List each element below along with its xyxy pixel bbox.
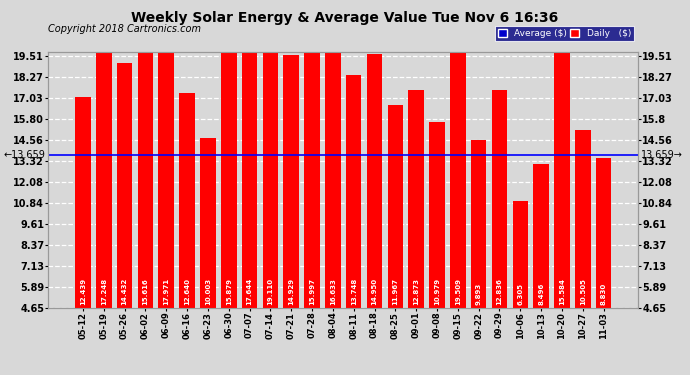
Text: 8.496: 8.496 [538,283,544,305]
Text: 10.003: 10.003 [205,278,211,305]
Text: 12.836: 12.836 [497,278,502,305]
Text: 12.439: 12.439 [80,278,86,305]
Bar [575,130,591,308]
Text: 16.633: 16.633 [330,278,336,305]
Bar [492,90,507,308]
Text: 10.979: 10.979 [434,278,440,305]
Text: 17.248: 17.248 [101,278,107,305]
Bar [284,55,299,308]
Bar [554,44,570,308]
Bar [388,105,403,308]
Text: Weekly Solar Energy & Average Value Tue Nov 6 16:36: Weekly Solar Energy & Average Value Tue … [131,11,559,25]
Legend: Average ($), Daily   ($): Average ($), Daily ($) [495,26,633,41]
Text: 14.432: 14.432 [121,278,128,305]
Bar [471,140,486,308]
Text: 10.505: 10.505 [580,278,586,305]
Text: 19.509: 19.509 [455,278,461,305]
Bar [595,158,611,308]
Text: 19.110: 19.110 [268,278,273,305]
Bar [117,63,132,308]
Bar [96,15,112,307]
Bar [450,0,466,308]
Text: 6.305: 6.305 [518,283,523,305]
Bar [241,9,257,308]
Text: 14.929: 14.929 [288,278,294,305]
Bar [200,138,216,308]
Text: ←13.659: ←13.659 [3,150,46,160]
Bar [179,93,195,308]
Text: 12.640: 12.640 [184,278,190,305]
Bar [159,3,174,308]
Bar [304,37,320,308]
Bar [325,26,341,307]
Text: 15.584: 15.584 [559,278,565,305]
Bar [221,39,237,308]
Bar [366,54,382,307]
Text: 17.971: 17.971 [164,278,169,305]
Text: 8.830: 8.830 [600,283,607,305]
Text: 13.659→: 13.659→ [641,150,683,160]
Bar [429,122,445,308]
Text: 9.893: 9.893 [475,283,482,305]
Bar [513,201,528,308]
Text: 15.997: 15.997 [309,278,315,305]
Text: 15.616: 15.616 [142,278,148,305]
Text: 12.873: 12.873 [413,278,419,305]
Text: 15.879: 15.879 [226,278,232,305]
Bar [533,164,549,308]
Bar [408,90,424,308]
Text: 14.950: 14.950 [371,278,377,305]
Bar [263,0,278,308]
Bar [75,97,91,308]
Bar [137,43,153,308]
Bar [346,75,362,308]
Text: 11.967: 11.967 [393,278,398,305]
Text: 17.644: 17.644 [246,278,253,305]
Text: Copyright 2018 Cartronics.com: Copyright 2018 Cartronics.com [48,24,201,34]
Text: 13.748: 13.748 [351,278,357,305]
